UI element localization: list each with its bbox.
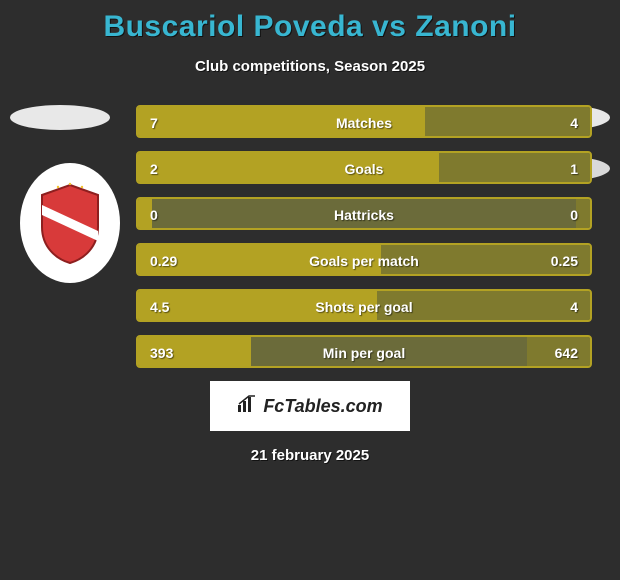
page-title: Buscariol Poveda vs Zanoni xyxy=(0,0,620,44)
stat-value-left: 393 xyxy=(150,337,173,368)
stat-value-right: 0.25 xyxy=(551,245,578,276)
stat-value-left: 4.5 xyxy=(150,291,169,322)
stat-value-right: 642 xyxy=(555,337,578,368)
stat-value-right: 4 xyxy=(570,291,578,322)
stat-row: Goals per match0.29 0.25 xyxy=(136,243,592,276)
stat-value-left: 0 xyxy=(150,199,158,230)
stat-label: Goals per match xyxy=(138,245,590,276)
stat-row: Shots per goal4.5 4 xyxy=(136,289,592,322)
shield-circle: VILA NOVA F.C. xyxy=(20,163,120,283)
stat-value-right: 0 xyxy=(570,199,578,230)
club-shield-icon: VILA NOVA F.C. xyxy=(38,181,102,265)
stat-row: Min per goal393 642 xyxy=(136,335,592,368)
stat-label: Shots per goal xyxy=(138,291,590,322)
stat-value-right: 4 xyxy=(570,107,578,138)
brand-text: FcTables.com xyxy=(263,396,382,417)
date-line: 21 february 2025 xyxy=(0,447,620,464)
stat-label: Matches xyxy=(138,107,590,138)
stat-row: Matches7 4 xyxy=(136,105,592,138)
stat-row: Hattricks0 0 xyxy=(136,197,592,230)
stat-label: Hattricks xyxy=(138,199,590,230)
brand-box[interactable]: FcTables.com xyxy=(210,381,410,431)
brand-chart-icon xyxy=(237,395,257,418)
ellipse-left xyxy=(10,105,110,130)
main-area: VILA NOVA F.C. Matches7 4 Goals2 1 Hattricks… xyxy=(0,105,620,368)
subtitle: Club competitions, Season 2025 xyxy=(0,58,620,75)
stat-value-right: 1 xyxy=(570,153,578,184)
stat-value-left: 0.29 xyxy=(150,245,177,276)
stat-value-left: 2 xyxy=(150,153,158,184)
stat-label: Goals xyxy=(138,153,590,184)
player-left-badge xyxy=(10,105,110,155)
stat-label: Min per goal xyxy=(138,337,590,368)
stat-value-left: 7 xyxy=(150,107,158,138)
club-badge: VILA NOVA F.C. xyxy=(20,163,120,283)
stat-row: Goals2 1 xyxy=(136,151,592,184)
